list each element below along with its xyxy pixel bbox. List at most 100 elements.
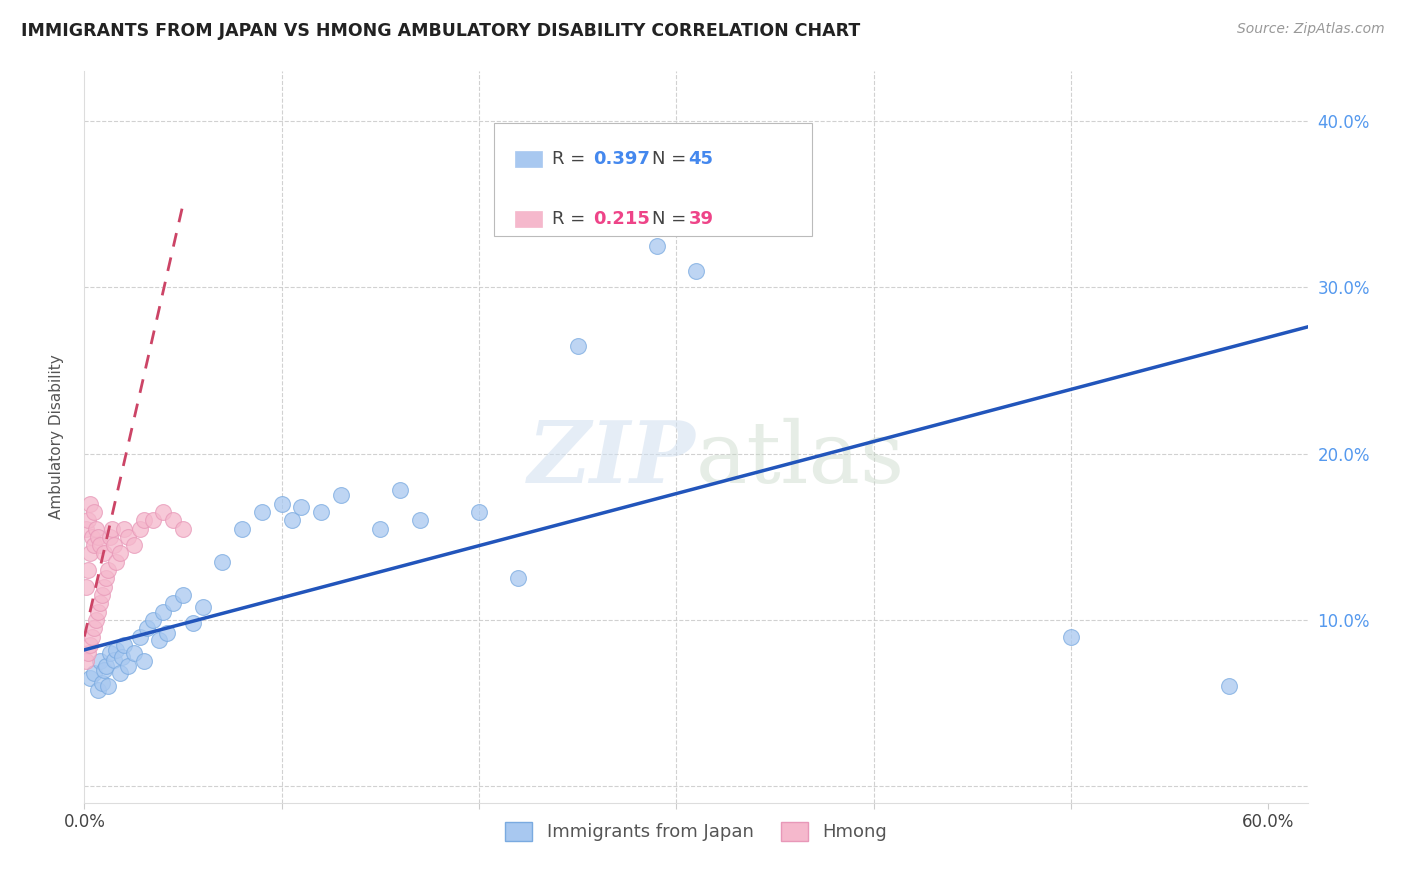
Point <box>103 538 125 552</box>
Point <box>83 621 105 635</box>
Point <box>89 655 111 669</box>
Point <box>77 646 100 660</box>
Text: IMMIGRANTS FROM JAPAN VS HMONG AMBULATORY DISABILITY CORRELATION CHART: IMMIGRANTS FROM JAPAN VS HMONG AMBULATOR… <box>21 22 860 40</box>
Point <box>75 655 97 669</box>
Point <box>75 521 97 535</box>
Point <box>136 621 159 635</box>
Point <box>508 571 530 585</box>
Point <box>87 682 110 697</box>
Legend: Immigrants from Japan, Hmong: Immigrants from Japan, Hmong <box>498 814 894 848</box>
Point <box>87 530 110 544</box>
Point <box>75 580 97 594</box>
Point <box>82 630 104 644</box>
Point <box>77 513 100 527</box>
Point <box>309 505 332 519</box>
Point <box>142 513 165 527</box>
Text: 0.215: 0.215 <box>593 211 650 228</box>
Point <box>104 555 127 569</box>
Point <box>108 666 131 681</box>
Point <box>211 555 233 569</box>
Point <box>91 676 114 690</box>
Point <box>101 521 124 535</box>
Bar <box>515 211 541 227</box>
Text: N =: N = <box>652 150 692 168</box>
Point <box>142 613 165 627</box>
Point <box>83 666 105 681</box>
Point <box>250 505 273 519</box>
Point <box>103 653 125 667</box>
Point <box>83 505 105 519</box>
Point <box>98 646 121 660</box>
Point <box>280 513 302 527</box>
Text: R =: R = <box>551 150 591 168</box>
Point <box>162 513 184 527</box>
Point <box>77 563 100 577</box>
Point <box>93 546 115 560</box>
Point <box>94 659 117 673</box>
Point <box>97 563 120 577</box>
Point <box>231 521 253 535</box>
Point <box>645 239 668 253</box>
Point <box>156 626 179 640</box>
Point <box>111 649 134 664</box>
Point <box>409 513 432 527</box>
Point <box>112 521 135 535</box>
Point <box>93 580 115 594</box>
Point <box>270 497 292 511</box>
Point <box>389 483 412 498</box>
Point <box>172 588 194 602</box>
Point <box>172 521 194 535</box>
Text: R =: R = <box>551 211 591 228</box>
Point <box>290 500 312 514</box>
Point <box>468 505 491 519</box>
Point <box>152 505 174 519</box>
Point <box>91 588 114 602</box>
Point <box>94 571 117 585</box>
Point <box>117 659 139 673</box>
Point <box>79 638 101 652</box>
Point <box>93 663 115 677</box>
Point <box>181 616 204 631</box>
Point <box>685 264 707 278</box>
Point <box>82 530 104 544</box>
Point <box>368 521 391 535</box>
Point <box>128 630 150 644</box>
Point <box>122 646 145 660</box>
Text: ZIP: ZIP <box>529 417 696 500</box>
Text: atlas: atlas <box>696 417 905 500</box>
Point <box>89 538 111 552</box>
Point <box>148 632 170 647</box>
Text: 0.397: 0.397 <box>593 150 650 168</box>
Text: N =: N = <box>652 211 692 228</box>
Point <box>79 671 101 685</box>
Point <box>132 513 155 527</box>
Point <box>1218 680 1240 694</box>
Point <box>132 655 155 669</box>
Point <box>122 538 145 552</box>
FancyBboxPatch shape <box>494 122 813 235</box>
Text: 39: 39 <box>689 211 714 228</box>
Point <box>79 497 101 511</box>
Point <box>108 546 131 560</box>
Point <box>89 596 111 610</box>
Point <box>104 643 127 657</box>
Point <box>84 521 107 535</box>
Point <box>117 530 139 544</box>
Point <box>112 638 135 652</box>
Text: 45: 45 <box>689 150 714 168</box>
Point <box>1060 630 1083 644</box>
Point <box>128 521 150 535</box>
Point <box>152 605 174 619</box>
Bar <box>515 151 541 167</box>
Point <box>329 488 352 502</box>
Point <box>162 596 184 610</box>
Point <box>98 530 121 544</box>
Point <box>84 613 107 627</box>
Point <box>97 680 120 694</box>
Point <box>79 546 101 560</box>
Point <box>191 599 214 614</box>
Point <box>87 605 110 619</box>
Point <box>567 338 589 352</box>
Text: Source: ZipAtlas.com: Source: ZipAtlas.com <box>1237 22 1385 37</box>
Point <box>83 538 105 552</box>
